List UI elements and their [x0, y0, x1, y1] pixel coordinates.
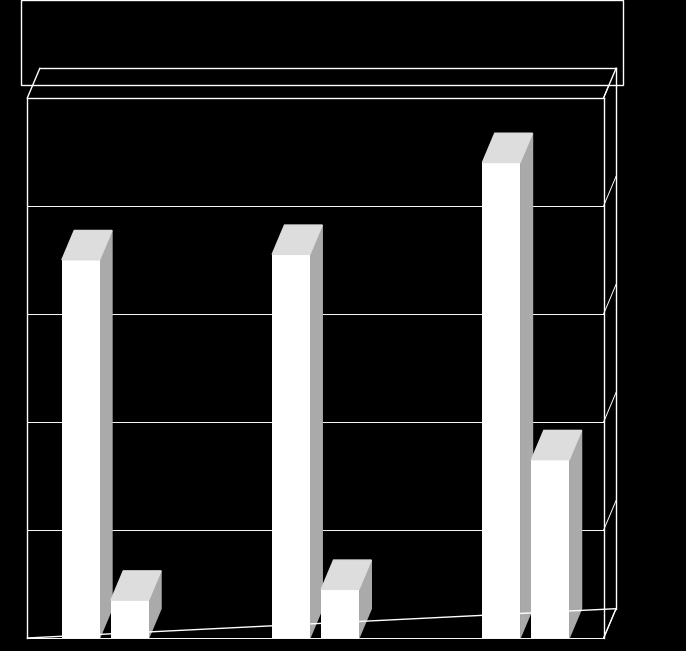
- Polygon shape: [359, 560, 371, 638]
- Polygon shape: [111, 571, 161, 600]
- Bar: [532, 460, 569, 638]
- Polygon shape: [310, 225, 322, 638]
- Polygon shape: [99, 230, 112, 638]
- Polygon shape: [149, 571, 161, 638]
- Polygon shape: [62, 230, 112, 260]
- Polygon shape: [532, 430, 582, 460]
- Polygon shape: [569, 430, 582, 638]
- Polygon shape: [272, 225, 322, 255]
- Bar: [482, 163, 520, 638]
- Polygon shape: [321, 560, 371, 589]
- Bar: [62, 260, 99, 638]
- Bar: [111, 600, 149, 638]
- Bar: [21, 0, 623, 85]
- Bar: [272, 255, 310, 638]
- Bar: [321, 589, 359, 638]
- Polygon shape: [520, 133, 532, 638]
- Polygon shape: [482, 133, 532, 163]
